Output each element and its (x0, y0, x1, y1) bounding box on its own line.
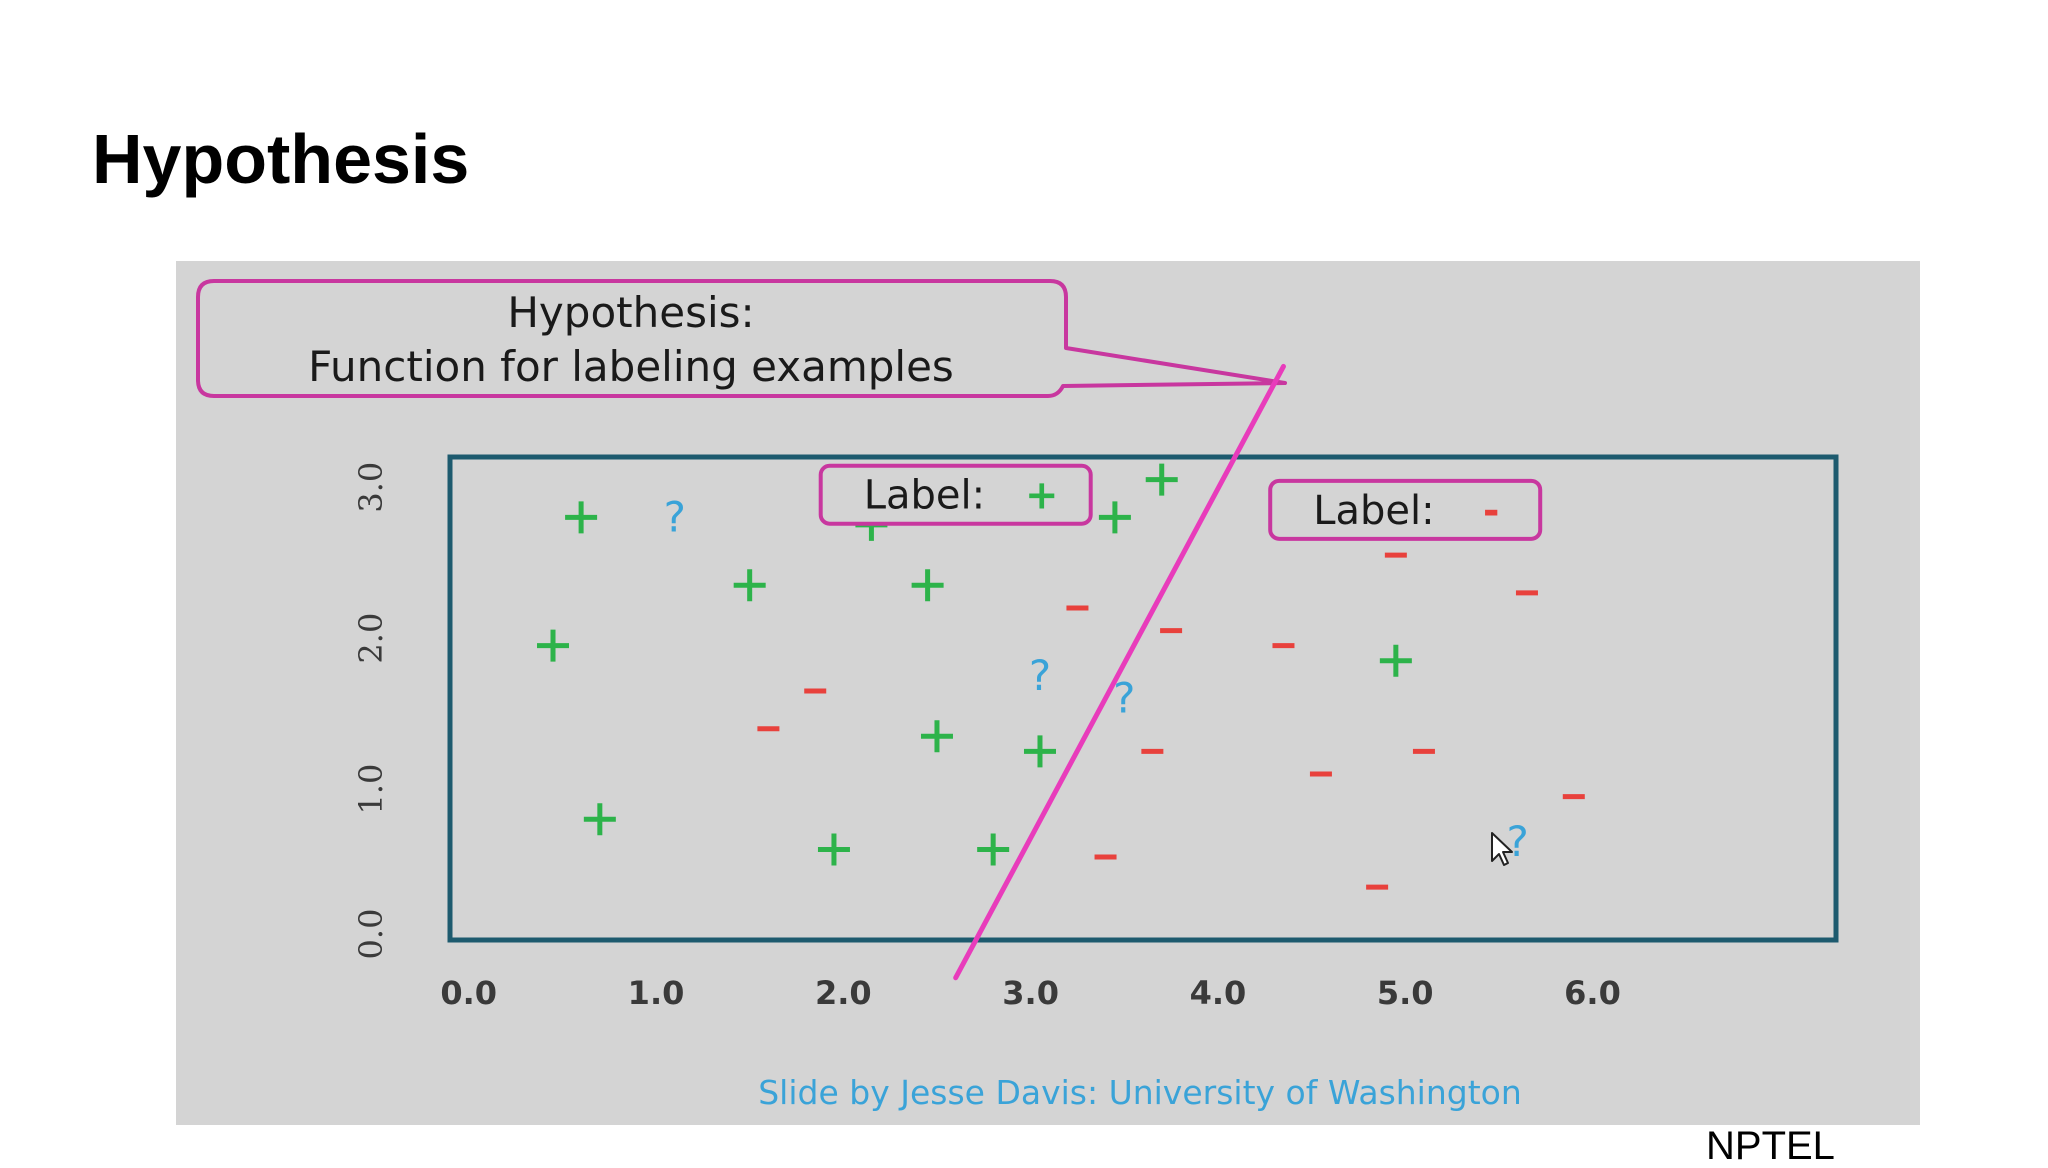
mouse-cursor-icon (1491, 832, 1513, 866)
y-tick-label: 2.0 (352, 613, 390, 664)
positive-point (733, 569, 766, 602)
hypothesis-chart: Hypothesis: Function for labeling exampl… (196, 279, 1839, 1112)
region-label-text: Label: (864, 473, 985, 519)
region-label-symbol: + (1025, 473, 1059, 519)
positive-point (977, 833, 1010, 866)
x-tick-label: 2.0 (815, 974, 872, 1012)
region-label-minus: Label: - (1268, 478, 1543, 541)
positive-point (1379, 644, 1412, 677)
callout-line-2: Function for labeling examples (308, 342, 954, 391)
region-label-box (1268, 478, 1543, 541)
region-label-plus: Label: + (818, 463, 1093, 526)
x-tick-label: 0.0 (440, 974, 497, 1012)
x-tick-label: 6.0 (1564, 974, 1621, 1012)
positive-point (920, 720, 953, 753)
positive-point (1098, 501, 1131, 534)
positive-point (817, 833, 850, 866)
region-label-symbol: - (1483, 488, 1500, 534)
y-tick-label: 0.0 (352, 909, 390, 960)
positive-point (565, 501, 598, 534)
x-tick-label: 1.0 (628, 974, 685, 1012)
hypothesis-line (953, 363, 1286, 981)
plot-frame (447, 454, 1839, 943)
figure-panel: Hypothesis: Function for labeling exampl… (176, 261, 1920, 1125)
positive-point (1145, 463, 1178, 496)
unlabeled-point: ? (1029, 651, 1051, 700)
callout-line-1: Hypothesis: (507, 288, 754, 337)
region-labels: Label: + Label: - (818, 463, 1543, 541)
positive-point (1023, 735, 1056, 768)
positive-point (911, 569, 944, 602)
unlabeled-point: ? (1506, 817, 1528, 866)
slide-title: Hypothesis (92, 120, 470, 198)
region-label-box (818, 463, 1093, 526)
x-axis-tick-labels: 0.0 1.0 2.0 3.0 4.0 5.0 6.0 (440, 974, 1620, 1012)
unlabeled-point: ? (664, 492, 686, 541)
region-label-text: Label: (1313, 488, 1434, 534)
x-tick-label: 4.0 (1190, 974, 1247, 1012)
positive-point (537, 629, 570, 662)
y-tick-label: 1.0 (352, 764, 390, 815)
credit-text: Slide by Jesse Davis: University of Wash… (758, 1073, 1522, 1112)
y-tick-label: 3.0 (352, 462, 390, 513)
x-tick-label: 5.0 (1377, 974, 1434, 1012)
footer-logo-text: NPTEL (1706, 1124, 1835, 1168)
y-axis-tick-labels: 0.0 1.0 2.0 3.0 (352, 462, 390, 960)
positive-point (583, 803, 616, 836)
unlabeled-point: ? (1113, 674, 1135, 723)
x-tick-label: 3.0 (1002, 974, 1059, 1012)
callout-box (196, 279, 1287, 398)
